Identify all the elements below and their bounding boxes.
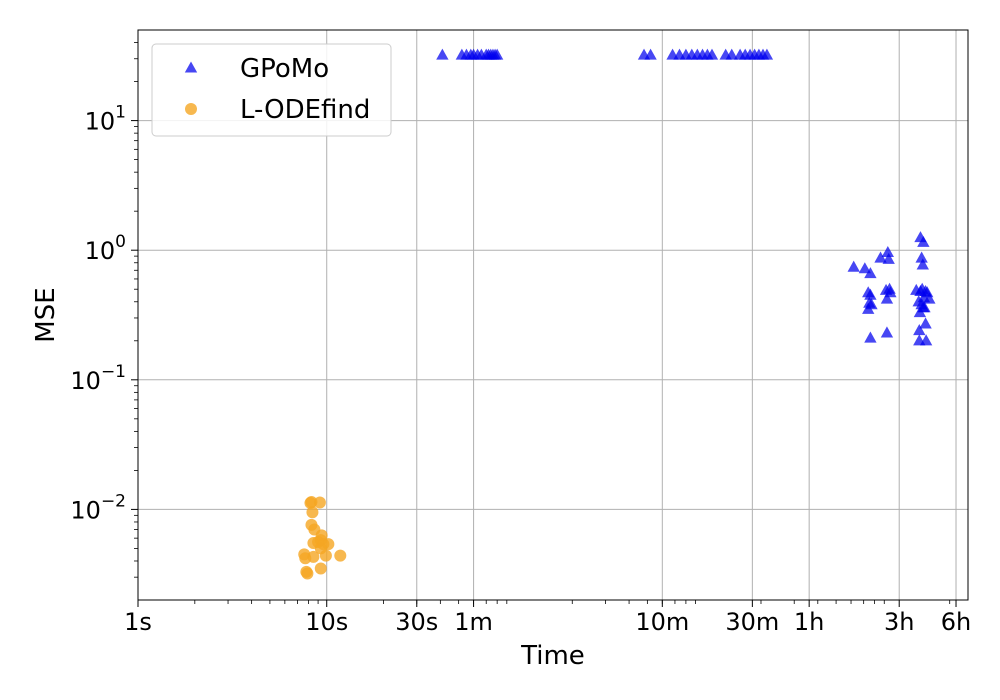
legend-label: L-ODEfind [240, 95, 370, 125]
data-points [298, 48, 936, 580]
x-axis-ticks: 1s 10s 30s 1m 10m 30m 1h 3h 6h [124, 600, 971, 636]
x-tick-label: 1m [454, 608, 493, 636]
data-point [880, 326, 894, 338]
data-point [313, 496, 326, 509]
grid-lines [137, 30, 968, 600]
y-tick-base: 10 [85, 237, 116, 265]
x-axis-label: Time [520, 641, 585, 671]
data-point [490, 48, 504, 60]
x-tick-label: 6h [941, 608, 971, 636]
data-point [874, 251, 887, 263]
data-point [301, 567, 314, 580]
y-tick-base: 10 [85, 108, 116, 136]
y-tick-label: 10−2 [70, 491, 126, 524]
x-tick-label: 1h [794, 608, 824, 636]
legend-label: GPoMo [240, 54, 329, 84]
data-point [705, 48, 719, 60]
data-point [880, 292, 894, 304]
x-tick-label: 3h [884, 608, 914, 636]
legend-box [151, 43, 392, 137]
data-point [916, 258, 929, 270]
data-point [306, 506, 319, 519]
y-tick-base: 10 [70, 367, 101, 395]
data-point [864, 288, 877, 300]
data-point [319, 549, 332, 562]
y-tick-base: 10 [70, 496, 101, 524]
data-point [915, 251, 928, 263]
data-point [919, 334, 933, 346]
data-point [304, 497, 317, 510]
data-point [882, 252, 895, 264]
legend: GPoMo L-ODEfind [151, 43, 392, 137]
data-point [725, 48, 738, 60]
data-point [917, 235, 930, 247]
y-axis-label: MSE [31, 287, 61, 342]
x-tick-label: 30m [725, 608, 779, 636]
y-tick-exponent: −2 [101, 491, 126, 511]
x-tick-label: 1s [124, 608, 152, 636]
y-tick-label: 100 [85, 232, 126, 265]
legend-marker [185, 103, 197, 115]
series-l-odefind [298, 496, 347, 580]
legend-marker [184, 61, 198, 73]
plot-frame [137, 29, 969, 601]
data-point [913, 324, 926, 336]
data-point [917, 291, 931, 303]
y-tick-exponent: −1 [101, 362, 126, 382]
data-point [881, 245, 895, 258]
data-point [847, 260, 860, 272]
data-point [919, 317, 932, 329]
y-tick-exponent: 0 [115, 232, 126, 252]
y-tick-exponent: 1 [115, 103, 126, 123]
data-point [314, 562, 327, 575]
data-point [865, 298, 878, 310]
x-tick-label: 10s [305, 608, 348, 636]
y-tick-label: 101 [85, 103, 126, 136]
data-point [858, 262, 872, 274]
data-point [334, 549, 347, 562]
data-point [307, 550, 320, 563]
data-point [864, 331, 877, 343]
data-point [864, 267, 877, 279]
y-tick-label: 10−1 [70, 362, 126, 395]
data-point [436, 48, 449, 60]
series-gpomo [436, 48, 936, 346]
data-point [918, 301, 931, 313]
x-tick-label: 10m [635, 608, 689, 636]
x-tick-label: 30s [395, 608, 438, 636]
data-point [644, 48, 657, 60]
data-point [760, 48, 774, 60]
